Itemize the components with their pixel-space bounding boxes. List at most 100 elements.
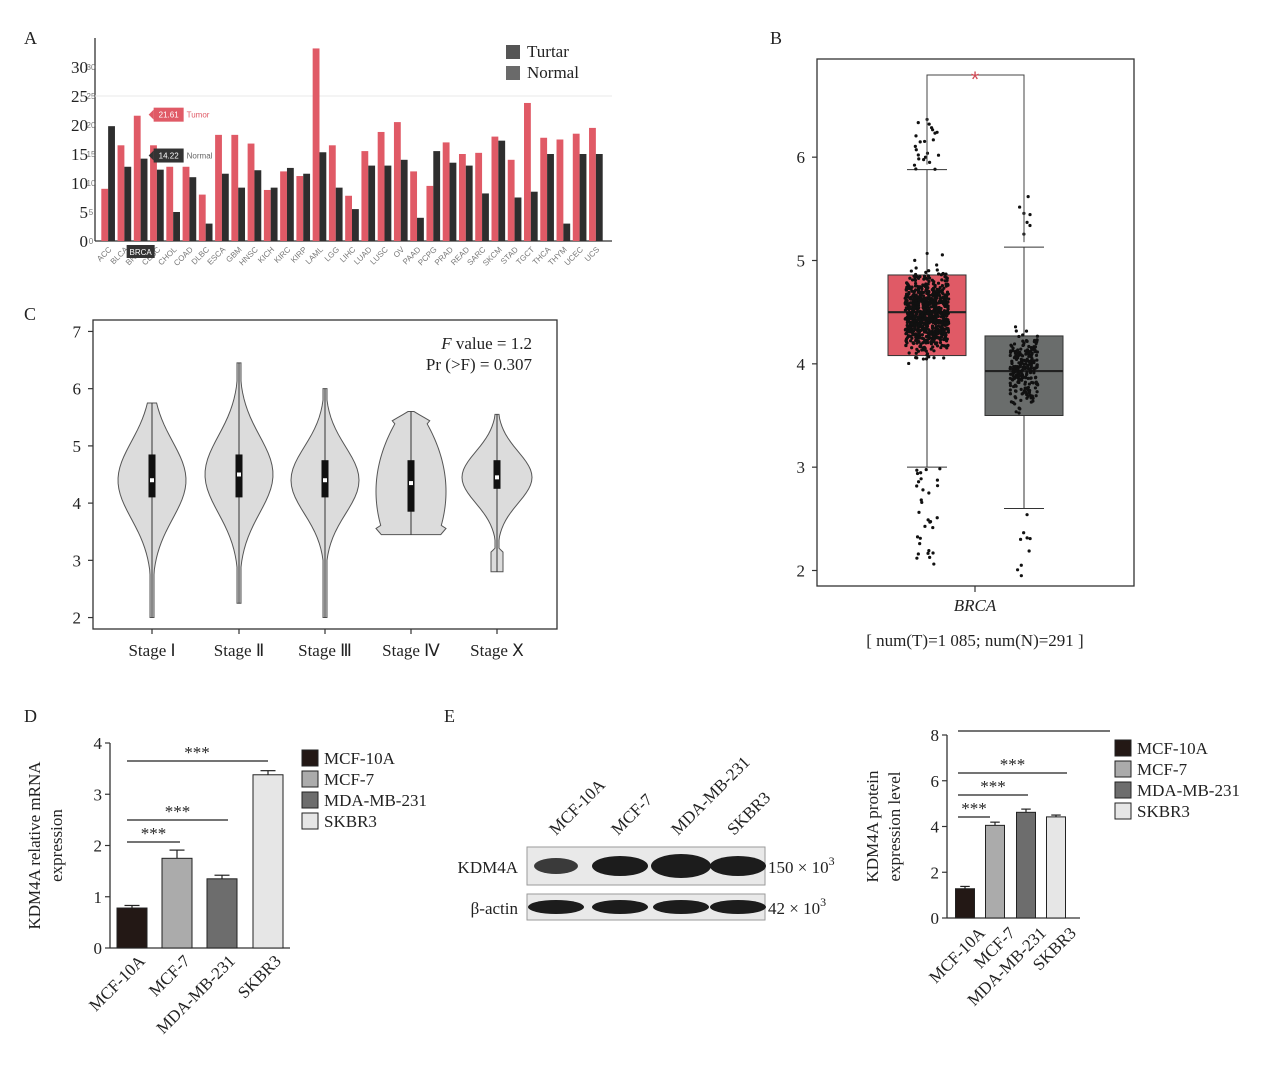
b-point [940, 284, 944, 288]
c-xtick: Stage Ⅲ [298, 641, 352, 660]
b-point [1009, 349, 1013, 353]
b-point [937, 288, 941, 292]
e-blot-band [710, 856, 766, 876]
b-point [938, 467, 942, 471]
a-bar-normal [156, 169, 164, 241]
d-legend-label: MDA-MB-231 [324, 791, 427, 810]
c-ytick: 4 [73, 494, 82, 513]
a-bar-turtar [361, 151, 369, 241]
b-point [914, 288, 918, 292]
a-bar-normal [270, 187, 278, 241]
a-bar-turtar [296, 176, 304, 241]
a-bar-normal [238, 187, 246, 241]
d-ytick: 4 [94, 734, 103, 753]
a-bar-turtar [556, 139, 564, 241]
d-legend-label: SKBR3 [324, 812, 377, 831]
b-ytick: 5 [797, 252, 806, 271]
a-xtick-label: UCS [583, 245, 601, 263]
b-point [1028, 368, 1032, 372]
b-caption: [ num(T)=1 085; num(N)=291 ] [866, 631, 1083, 650]
b-point [917, 298, 921, 302]
b-point [1017, 334, 1021, 339]
b-point [1011, 401, 1015, 405]
b-point [1013, 364, 1018, 369]
a-xtick-label: UCEC [563, 245, 586, 268]
a-bar-normal [286, 167, 294, 241]
b-point [926, 551, 930, 555]
a-bar-turtar [377, 131, 385, 241]
b-point [934, 327, 938, 331]
b-point [1021, 391, 1025, 395]
b-point [909, 339, 913, 343]
a-legend-label: Normal [527, 63, 579, 82]
a-bar-normal [449, 162, 457, 241]
a-bar-turtar [215, 134, 222, 241]
b-point [922, 337, 926, 341]
c-xtick: Stage Ⅳ [382, 641, 440, 660]
b-point [926, 285, 930, 290]
a-ytick: 5 [80, 203, 89, 222]
a-bar-normal [498, 140, 506, 241]
b-point [1025, 513, 1029, 517]
b-point [905, 336, 909, 340]
b-point [1016, 351, 1020, 355]
b-point [1024, 352, 1028, 356]
b-point [915, 295, 919, 299]
e-bar [955, 888, 975, 919]
b-point [915, 284, 919, 288]
a-bar-normal [563, 223, 571, 241]
e-blot-band [653, 900, 709, 914]
panel-e-letter: E [444, 706, 455, 726]
b-point [1033, 386, 1038, 390]
b-point [945, 313, 949, 317]
b-point [925, 352, 930, 356]
a-bar-turtar [263, 189, 271, 241]
a-bar-turtar [198, 194, 206, 241]
b-point [909, 269, 913, 273]
b-point [1012, 342, 1017, 346]
b-point [1014, 369, 1018, 374]
d-ytick: 2 [94, 837, 103, 856]
b-point [922, 139, 927, 144]
b-point [937, 318, 942, 323]
b-point [1017, 378, 1021, 382]
b-point [1018, 537, 1023, 541]
b-point [1028, 376, 1033, 380]
b-point [912, 274, 916, 278]
panel-b: B 2 3 4 5 6 * BRCA [ num(T)=1 085; num(N)=291 ] [770, 28, 1135, 650]
b-point [921, 294, 926, 298]
b-point [927, 549, 931, 553]
b-point [909, 301, 913, 305]
a-bar-turtar [247, 143, 255, 241]
b-point [1030, 380, 1034, 385]
b-point [1022, 531, 1026, 535]
e-ytick: 0 [931, 909, 940, 928]
b-point [914, 351, 918, 355]
a-xtick-label: KICH [256, 245, 276, 265]
a-tooltip-pointer [148, 109, 154, 120]
b-point [916, 276, 921, 281]
b-point [1013, 325, 1018, 329]
b-point [1033, 345, 1038, 349]
b-point [911, 307, 916, 311]
b-point [907, 361, 911, 366]
c-violin-median [237, 472, 241, 477]
a-ytick-small: 5 [89, 208, 94, 217]
a-bar-normal [108, 126, 115, 241]
b-point [910, 346, 914, 350]
b-point [931, 551, 935, 555]
b-point [927, 269, 931, 273]
b-point [925, 298, 929, 302]
b-point [923, 346, 927, 351]
d-bar [252, 774, 284, 949]
d-significance-stars: *** [141, 824, 167, 843]
b-point [1013, 389, 1018, 393]
c-ytick: 5 [73, 437, 82, 456]
a-bar-turtar [507, 159, 515, 241]
b-point [904, 343, 908, 348]
a-bar-normal [205, 223, 213, 241]
b-point [1014, 329, 1018, 333]
e-significance-stars: *** [961, 799, 987, 818]
b-point [1026, 394, 1030, 399]
c-xtick: Stage Ⅹ [470, 641, 524, 660]
